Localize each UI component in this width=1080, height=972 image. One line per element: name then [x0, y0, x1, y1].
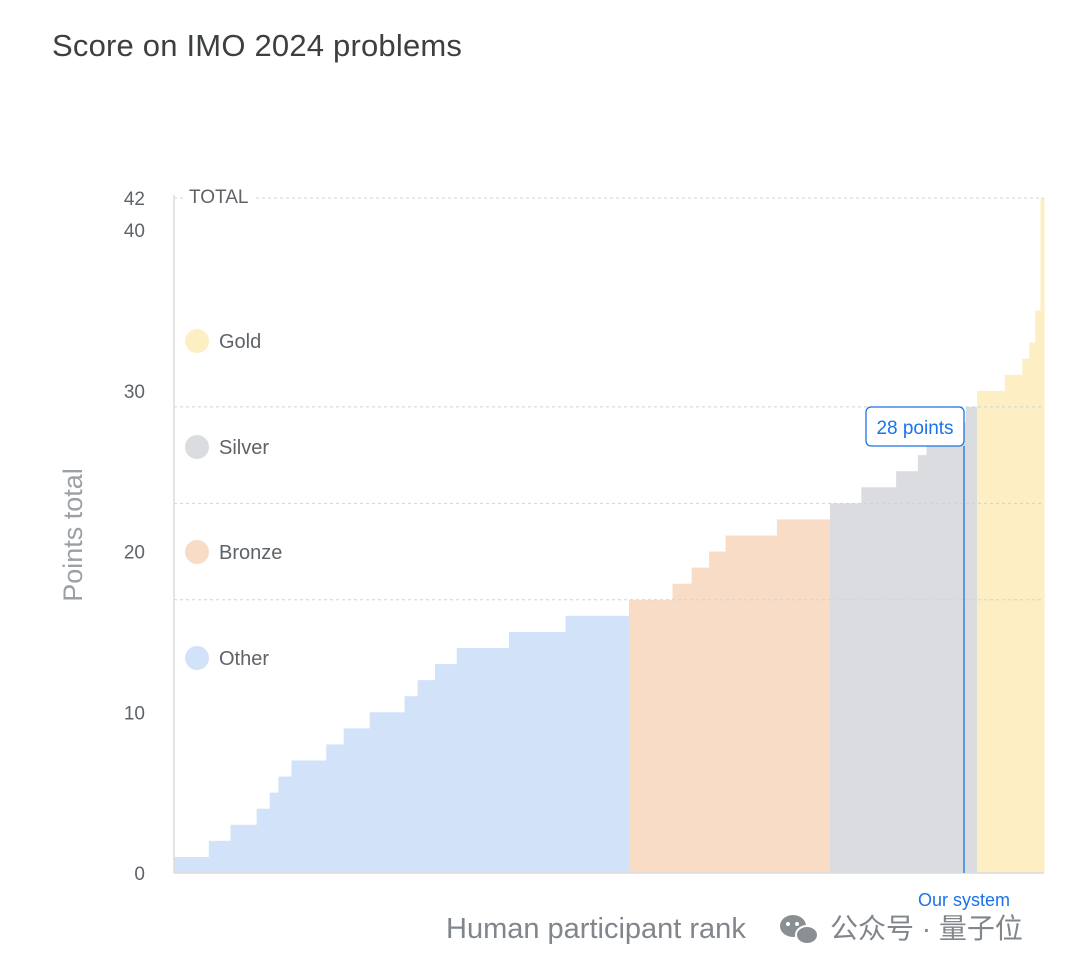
score-step-bar: [977, 390, 1006, 873]
score-step-bar: [343, 728, 371, 873]
y-axis-title: Points total: [58, 468, 88, 602]
score-step-bar: [917, 455, 928, 873]
score-step-bar: [896, 471, 919, 873]
our-system-marker: 28 points Our system: [865, 406, 1010, 910]
score-step-bar: [404, 696, 419, 873]
score-step-bar: [1035, 310, 1042, 873]
y-tick-label: 40: [124, 221, 145, 242]
score-step-bar: [456, 648, 510, 873]
score-step-bar: [861, 487, 897, 873]
gridlines: [174, 197, 1044, 601]
legend-swatch-silver: [185, 435, 209, 459]
score-step-bar: [174, 856, 210, 873]
score-step-bar: [926, 439, 936, 873]
legend-label-silver: Silver: [219, 437, 269, 459]
total-label: TOTAL: [189, 187, 248, 208]
our-system-label: Our system: [918, 890, 1010, 910]
score-step-bar: [230, 824, 258, 873]
score-step-bar: [776, 519, 831, 873]
watermark-text: 公众号 · 量子位: [830, 913, 1023, 944]
chart-title: Score on IMO 2024 problems: [52, 28, 463, 63]
score-step-bar: [291, 760, 327, 873]
score-step-bar: [508, 631, 567, 873]
y-tick-label: 20: [124, 543, 145, 564]
score-step-bar: [565, 615, 630, 873]
legend-label-bronze: Bronze: [219, 542, 282, 564]
legend-label-gold: Gold: [219, 331, 261, 353]
callout-label: 28 points: [876, 418, 953, 439]
x-axis-title: Human participant rank: [446, 913, 746, 945]
y-ticks: 0 10 20 30 40 42: [124, 189, 145, 885]
score-step-bar: [435, 664, 458, 873]
legend-label-other: Other: [219, 648, 269, 670]
score-step-bar: [629, 599, 674, 873]
y-tick-label: 30: [124, 382, 145, 403]
score-step-bar: [1022, 358, 1030, 873]
legend-swatch-bronze: [185, 540, 209, 564]
score-step-bar: [1040, 198, 1045, 873]
y-tick-label: 10: [124, 703, 145, 724]
score-step-bar: [269, 792, 279, 873]
legend-swatch-gold: [185, 329, 209, 353]
wechat-icon: [780, 915, 819, 945]
score-step-bar: [709, 551, 727, 873]
score-step-bar: [1029, 342, 1036, 874]
score-step-bar: [691, 567, 710, 873]
score-step-bar: [417, 680, 436, 873]
score-step-bar: [725, 535, 778, 873]
callout-box: [865, 406, 965, 447]
y-tick-label: 0: [134, 864, 145, 885]
score-step-bar: [935, 423, 967, 873]
score-step-bar: [278, 776, 293, 873]
score-step-bar: [829, 503, 862, 873]
legend-swatch-other: [185, 646, 209, 670]
score-step-bar: [965, 406, 978, 873]
score-step-bar: [208, 840, 232, 873]
score-step-bar: [672, 583, 693, 873]
score-steps: [174, 198, 1045, 874]
score-step-bar: [369, 712, 406, 873]
score-step-bar: [256, 808, 271, 873]
score-step-bar: [326, 744, 345, 873]
y-tick-label: 42: [124, 189, 145, 210]
legend: Gold Silver Bronze Other: [185, 329, 282, 670]
score-step-bar: [1004, 374, 1023, 873]
